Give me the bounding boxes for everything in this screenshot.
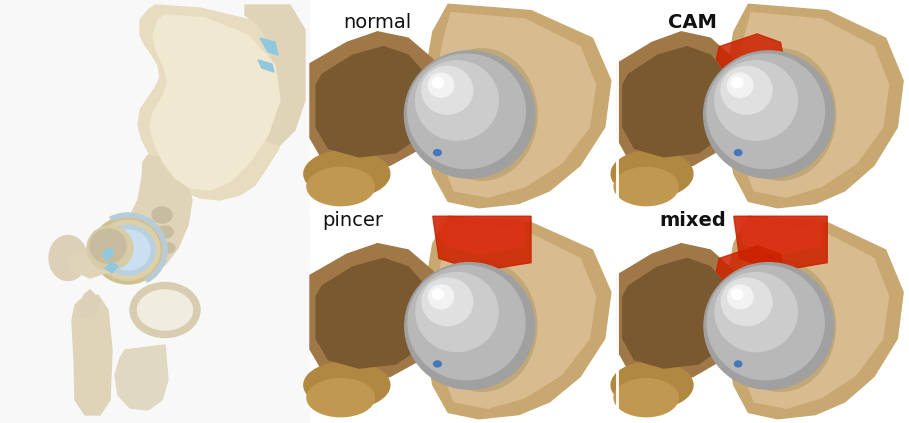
Ellipse shape [161,243,175,253]
Bar [310,212,617,423]
Ellipse shape [707,54,824,168]
Polygon shape [245,5,305,145]
Polygon shape [72,295,112,415]
Polygon shape [258,60,274,72]
Ellipse shape [87,226,133,270]
Ellipse shape [714,61,797,140]
Ellipse shape [92,216,164,284]
Polygon shape [740,13,889,197]
Ellipse shape [415,272,498,352]
Polygon shape [623,258,734,368]
Ellipse shape [415,61,498,140]
Ellipse shape [307,379,375,417]
Ellipse shape [90,229,126,263]
Ellipse shape [405,51,534,178]
Ellipse shape [725,49,835,180]
Ellipse shape [432,77,444,88]
Ellipse shape [732,77,743,88]
Ellipse shape [427,49,537,180]
Ellipse shape [731,57,824,172]
Polygon shape [439,225,595,408]
Bar [0,0,310,423]
Ellipse shape [130,283,200,338]
Polygon shape [310,32,445,170]
Text: CAM: CAM [668,13,717,32]
Polygon shape [105,262,118,273]
Ellipse shape [422,66,473,114]
Polygon shape [125,155,192,275]
Ellipse shape [734,361,742,367]
Polygon shape [734,216,827,271]
Polygon shape [716,34,786,85]
Ellipse shape [432,57,525,172]
Ellipse shape [157,226,173,238]
Polygon shape [439,218,524,254]
Ellipse shape [96,220,160,280]
Ellipse shape [704,263,834,389]
Ellipse shape [725,261,835,391]
Polygon shape [716,246,786,297]
Text: mixed: mixed [659,212,726,231]
Ellipse shape [734,150,742,156]
Ellipse shape [427,261,537,391]
Ellipse shape [611,362,693,408]
Ellipse shape [49,236,87,280]
Ellipse shape [434,361,441,367]
Text: normal: normal [343,13,412,32]
Polygon shape [138,5,295,200]
Polygon shape [740,218,822,254]
Ellipse shape [408,266,525,380]
Polygon shape [426,4,611,208]
Ellipse shape [727,73,753,97]
Ellipse shape [307,168,375,206]
Bar [617,0,909,212]
Polygon shape [439,13,595,197]
Ellipse shape [722,278,772,326]
Ellipse shape [704,51,834,178]
Polygon shape [623,47,734,157]
Ellipse shape [405,263,534,389]
Bar [617,212,909,423]
Polygon shape [426,216,611,419]
Ellipse shape [101,225,155,275]
Ellipse shape [715,272,797,352]
Polygon shape [617,32,745,170]
Polygon shape [433,216,531,271]
Polygon shape [68,230,115,278]
Polygon shape [150,15,280,190]
Ellipse shape [304,362,390,408]
Polygon shape [310,244,445,381]
Polygon shape [728,216,904,419]
Polygon shape [728,4,904,208]
Text: pincer: pincer [322,212,384,231]
Polygon shape [617,244,745,381]
Polygon shape [260,38,278,55]
Ellipse shape [707,266,824,380]
Ellipse shape [428,285,454,309]
Ellipse shape [106,230,150,270]
Polygon shape [102,248,114,260]
Ellipse shape [611,151,693,197]
Polygon shape [78,290,100,318]
Ellipse shape [152,207,172,223]
Bar [310,0,617,212]
Polygon shape [316,47,433,157]
Ellipse shape [732,289,743,299]
Polygon shape [740,225,889,408]
Ellipse shape [304,151,390,197]
Ellipse shape [422,278,473,326]
Polygon shape [115,345,168,410]
Ellipse shape [434,150,441,156]
Ellipse shape [614,168,678,206]
Polygon shape [316,258,433,368]
Ellipse shape [433,289,444,299]
Ellipse shape [137,290,193,330]
Ellipse shape [731,269,824,383]
Ellipse shape [407,54,525,168]
Ellipse shape [428,73,454,97]
Ellipse shape [721,66,772,114]
Ellipse shape [728,285,753,309]
Ellipse shape [614,379,678,417]
Ellipse shape [433,269,525,383]
